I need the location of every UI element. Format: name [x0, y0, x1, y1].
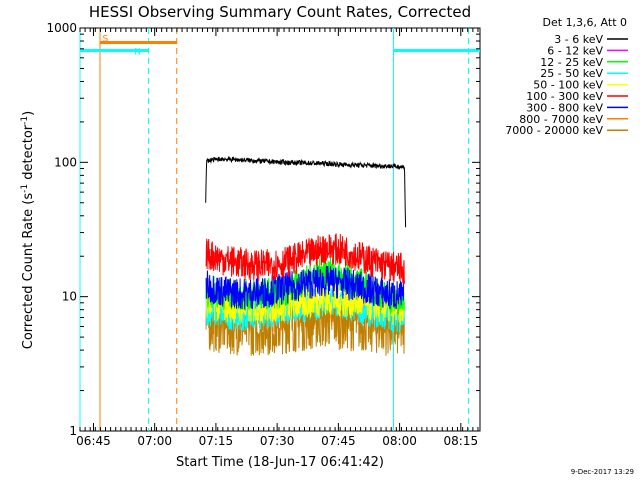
legend-label: 3 - 6 keV [554, 33, 603, 46]
series-300-800-kev [205, 265, 405, 310]
chart-title: HESSI Observing Summary Count Rates, Cor… [89, 3, 471, 21]
x-tick-label: 07:15 [199, 434, 234, 448]
legend-label: 50 - 100 keV [533, 79, 603, 92]
x-tick-label: 07:00 [137, 434, 172, 448]
legend-label: 25 - 50 keV [540, 67, 603, 80]
x-tick-label: 06:45 [76, 434, 111, 448]
flag-bars: SN [80, 34, 480, 57]
axes: 06:45 07:00 07:15 07:30 07:45 08:00 08:15 1 10 10… [46, 21, 480, 448]
y-tick-label: 100 [54, 155, 77, 169]
flag-label: N [134, 47, 141, 57]
y-tick-label: 1 [69, 424, 77, 438]
y-tick-label: 10 [62, 290, 77, 304]
legend-label: 300 - 800 keV [526, 101, 603, 114]
plot-frame [79, 27, 481, 432]
legend-label: 12 - 25 keV [540, 56, 603, 69]
data-series [205, 156, 407, 356]
series-3-6-kev [205, 156, 407, 228]
y-tick-label: 1000 [46, 21, 77, 35]
x-tick-label: 07:45 [321, 434, 356, 448]
x-tick-label: 07:30 [260, 434, 295, 448]
legend-label: 6 - 12 keV [547, 44, 603, 57]
legend-label: 100 - 300 keV [526, 90, 603, 103]
x-axis-label: Start Time (18-Jun-17 06:41:42) [176, 455, 384, 470]
legend-label: 800 - 7000 keV [519, 113, 603, 126]
series-100-300-kev [205, 233, 405, 284]
x-tick-label: 08:00 [382, 434, 417, 448]
marker-lines [79, 28, 470, 431]
x-tick-label: 08:15 [444, 434, 479, 448]
legend-title: Det 1,3,6, Att 0 [543, 16, 627, 29]
flag-label: S [102, 34, 108, 44]
footer-date: 9-Dec-2017 13:29 [571, 468, 634, 476]
legend-label: 7000 - 20000 keV [505, 124, 603, 137]
y-axis-label: Corrected Count Rate (s-1 detector-1) [20, 111, 36, 349]
